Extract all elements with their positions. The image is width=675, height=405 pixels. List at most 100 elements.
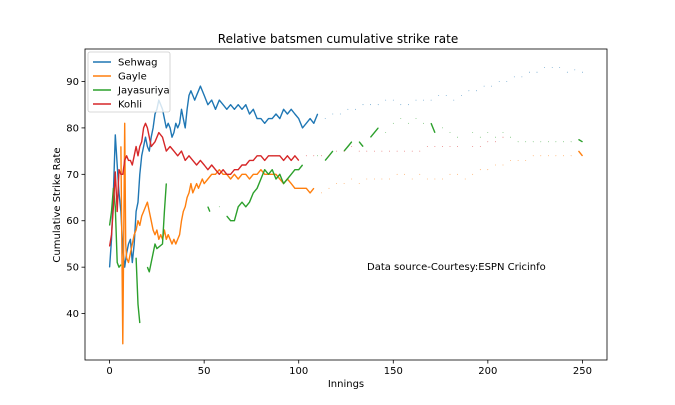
data-point-gayle [143, 211, 145, 212]
data-point-jayasuriya [209, 211, 211, 212]
data-point-sehwag [141, 155, 143, 157]
x-tick-label: 250 [573, 366, 592, 377]
data-point-kohli [211, 164, 213, 166]
data-point-gayle [154, 234, 156, 236]
data-point-gayle [358, 183, 360, 185]
data-point-gayle [130, 252, 131, 254]
data-point-gayle [188, 192, 190, 194]
data-point-kohli [313, 155, 315, 157]
data-point-gayle [184, 206, 186, 208]
data-point-kohli [196, 164, 198, 166]
data-point-sehwag [237, 104, 239, 106]
data-point-kohli [502, 136, 504, 138]
data-point-sehwag [521, 76, 523, 78]
data-point-sehwag [445, 95, 447, 96]
data-point-jayasuriya [139, 322, 141, 324]
data-point-gayle [404, 173, 405, 175]
data-point-gayle [169, 238, 171, 240]
y-tick-label: 60 [66, 216, 79, 227]
data-point-jayasuriya [385, 132, 387, 134]
data-point-sehwag [196, 95, 198, 96]
data-point-sehwag [385, 99, 387, 101]
data-point-jayasuriya [241, 201, 243, 203]
data-point-sehwag [114, 134, 116, 136]
data-point-sehwag [230, 104, 232, 106]
data-point-sehwag [177, 127, 179, 129]
data-point-jayasuriya [434, 132, 436, 134]
data-point-gayle [434, 178, 436, 180]
data-point-sehwag [476, 90, 477, 92]
y-tick-label: 70 [66, 170, 79, 181]
data-point-sehwag [184, 127, 186, 129]
data-point-jayasuriya [302, 164, 303, 166]
data-point-sehwag [207, 104, 209, 106]
data-point-jayasuriya [582, 141, 583, 143]
data-point-gayle [298, 187, 300, 189]
data-point-sehwag [179, 122, 181, 124]
data-point-jayasuriya [517, 141, 519, 143]
data-point-gayle [190, 183, 192, 185]
data-point-kohli [122, 173, 124, 175]
data-point-kohli [234, 169, 235, 171]
data-point-jayasuriya [118, 266, 120, 268]
data-point-kohli [135, 146, 137, 147]
data-point-kohli [264, 160, 266, 161]
data-point-gayle [125, 243, 127, 245]
data-point-kohli [237, 169, 239, 171]
data-point-sehwag [198, 90, 199, 92]
data-point-sehwag [430, 99, 432, 101]
data-point-sehwag [582, 71, 583, 73]
data-point-sehwag [305, 122, 307, 124]
data-point-kohli [457, 146, 458, 147]
data-point-gayle [396, 173, 398, 175]
data-point-sehwag [275, 113, 277, 115]
data-point-jayasuriya [275, 178, 277, 180]
data-point-jayasuriya [165, 183, 167, 185]
data-point-kohli [396, 150, 398, 152]
data-point-jayasuriya [135, 257, 137, 259]
data-point-sehwag [317, 113, 318, 115]
data-point-gayle [126, 257, 127, 259]
data-point-jayasuriya [570, 141, 572, 143]
data-point-sehwag [302, 127, 303, 129]
data-point-gayle [131, 243, 133, 245]
data-point-gayle [548, 155, 549, 157]
data-point-sehwag [135, 211, 137, 212]
data-point-gayle [294, 187, 296, 189]
data-point-jayasuriya [113, 187, 114, 189]
data-point-gayle [264, 173, 266, 175]
data-point-gayle [175, 243, 177, 245]
data-point-kohli [150, 146, 152, 147]
data-point-jayasuriya [150, 262, 152, 263]
y-tick-label: 80 [66, 123, 79, 134]
data-point-kohli [404, 150, 405, 152]
data-point-jayasuriya [370, 136, 371, 138]
data-point-kohli [245, 164, 247, 166]
data-point-kohli [181, 150, 182, 152]
data-point-kohli [215, 169, 216, 171]
data-point-kohli [294, 155, 296, 157]
data-point-kohli [162, 136, 163, 138]
data-point-gayle [122, 343, 124, 345]
data-point-sehwag [290, 108, 292, 110]
data-point-sehwag [116, 164, 118, 166]
data-point-kohli [165, 150, 167, 152]
data-point-gayle [343, 183, 345, 185]
data-point-sehwag [339, 113, 341, 115]
data-point-sehwag [165, 127, 167, 129]
plot-frame [84, 48, 608, 361]
data-point-jayasuriya [298, 169, 300, 171]
data-point-sehwag [362, 104, 364, 106]
data-point-sehwag [200, 85, 201, 87]
data-point-jayasuriya [540, 141, 542, 143]
data-point-sehwag [453, 99, 455, 101]
data-point-kohli [487, 141, 489, 143]
data-point-gayle [442, 178, 443, 180]
data-point-sehwag [154, 113, 156, 115]
data-point-gayle [305, 187, 307, 189]
data-point-gayle [472, 173, 474, 175]
data-point-sehwag [264, 122, 266, 124]
data-point-kohli [145, 122, 146, 124]
data-point-gayle [351, 178, 353, 180]
data-point-sehwag [139, 173, 141, 175]
